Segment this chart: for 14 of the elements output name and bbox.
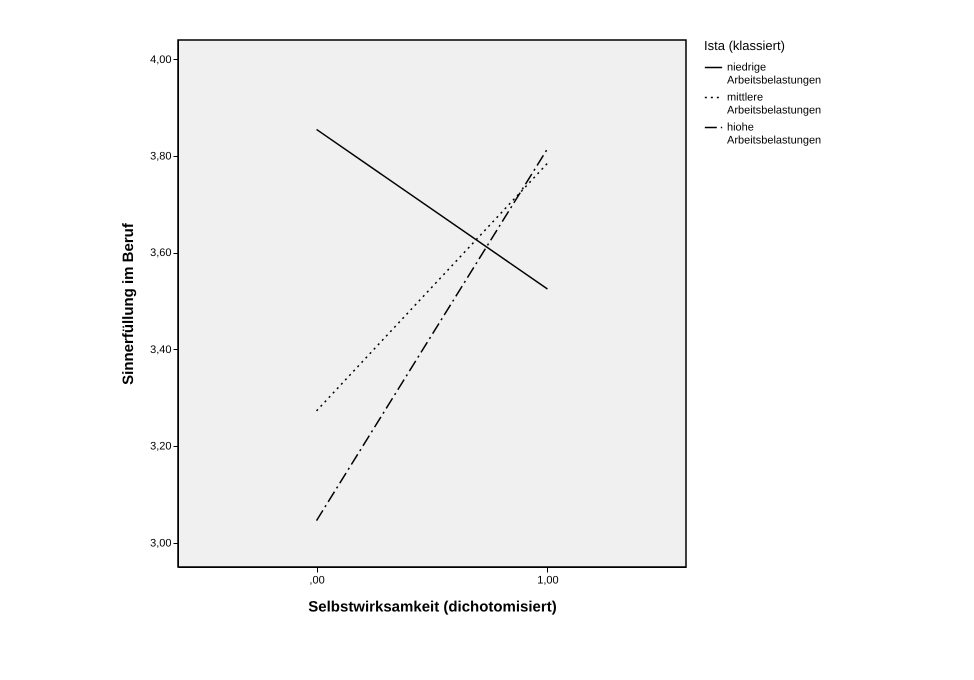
legend-label: hiohe Arbeitsbelastungen <box>727 122 822 146</box>
y-tick-label: 3,40 <box>150 344 172 356</box>
y-tick-label: 3,00 <box>150 537 172 550</box>
legend-title: Ista (klassiert) <box>704 38 785 53</box>
y-tick-label: 4,00 <box>150 54 172 66</box>
y-tick-label: 3,20 <box>150 440 172 453</box>
legend-label: mittlere Arbeitsbelastungen <box>727 92 822 116</box>
legend-label: niedrige Arbeitsbelastungen <box>727 62 822 86</box>
x-axis-title: Selbstwirksamkeit (dichotomisiert) <box>308 598 557 616</box>
x-tick-label: ,00 <box>309 574 325 586</box>
y-tick-label: 3,60 <box>150 247 172 260</box>
y-axis-title: Sinnerfüllung im Beruf <box>120 222 138 385</box>
x-tick-label: 1,00 <box>537 574 559 586</box>
y-tick-label: 3,80 <box>150 150 172 163</box>
